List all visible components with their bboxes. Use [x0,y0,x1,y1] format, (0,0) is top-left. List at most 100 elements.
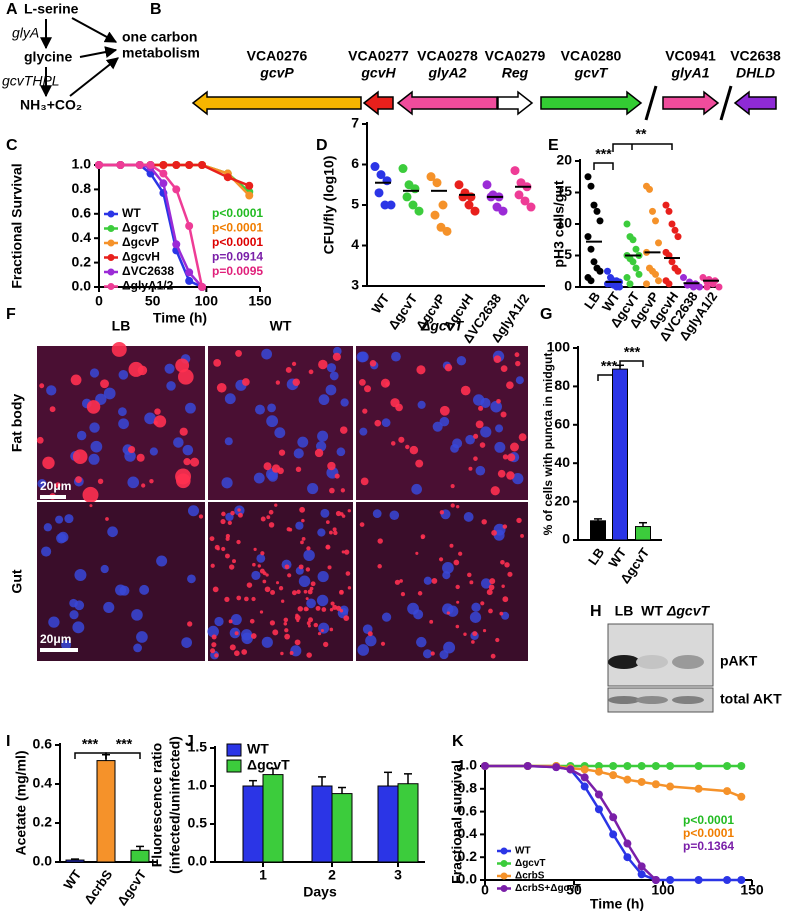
y-tick-label: 1.5 [188,739,208,755]
nucleus [317,430,329,442]
puncta [502,596,509,603]
puncta [473,433,479,439]
nucleus [336,447,346,457]
nucleus [298,575,311,588]
nucleus [494,441,506,453]
puncta [500,365,508,372]
y-tick-label: 0 [562,531,570,547]
puncta [430,651,435,656]
legend-marker [107,268,115,276]
puncta [36,436,44,444]
data-point [587,277,595,285]
data-point [185,161,194,169]
puncta [55,482,61,488]
nucleus [442,571,451,580]
puncta [305,567,311,572]
puncta [285,366,292,373]
break-mark [644,85,658,121]
nucleus [118,370,129,380]
puncta [298,564,304,570]
puncta [339,609,344,613]
bar [242,785,264,863]
y-tick-label: 0.6 [72,205,92,221]
data-point [185,268,194,277]
puncta [216,382,227,393]
puncta [246,582,253,588]
data-point [629,236,637,244]
puncta [242,378,250,386]
data-point [376,170,386,180]
bar [377,785,399,863]
nucleus [48,616,60,628]
nucleus [381,418,391,428]
gene-arrow [733,90,777,116]
nucleus [316,594,329,607]
puncta [515,360,521,367]
data-point [655,277,662,285]
data-point [652,270,659,278]
data-point [458,192,468,202]
puncta [398,436,405,443]
puncta [296,589,301,594]
x-tick-label: 0 [95,293,103,309]
puncta [377,564,382,569]
data-point [668,220,676,228]
data-point [651,780,660,789]
data-point [552,763,561,772]
data-point [95,161,103,169]
nucleus [357,351,369,363]
data-point [715,283,723,291]
data-point [632,264,640,272]
nucleus [124,450,136,462]
data-point [454,180,464,190]
puncta [338,589,344,595]
nucleus [307,482,319,495]
puncta [227,520,232,526]
annotation: p=0.0095 [212,264,263,278]
puncta [253,547,257,551]
data-point [245,191,254,200]
puncta [149,478,154,484]
puncta [367,631,373,637]
nucleus [472,394,485,406]
data-point [198,283,207,291]
data-point [655,239,662,247]
puncta [481,519,487,525]
bar [96,760,116,863]
puncta [507,571,513,577]
legend-label: ΔgcvT [515,858,546,869]
nucleus [320,508,330,518]
data-point [594,762,603,770]
y-tick-label: 20 [556,152,572,168]
row-label: Fat body [9,394,25,453]
data-point [616,283,623,291]
pathway-node: glycine [24,49,72,65]
puncta [220,518,226,525]
nucleus [46,385,57,396]
puncta [471,640,475,644]
puncta [213,358,222,367]
y-tick-label: 7 [351,115,359,131]
gene-name: glyA1 [670,65,709,81]
panel-letter: H [590,603,602,620]
gene-arrow [396,90,498,116]
puncta [111,341,127,357]
data-point [593,207,601,215]
nucleus [456,355,467,366]
data-point [566,765,575,774]
puncta [520,534,524,538]
data-point [665,280,673,288]
nucleus [372,509,382,519]
nucleus [439,416,450,427]
significance-bracket [105,752,141,759]
puncta [234,650,240,657]
puncta [506,381,514,389]
data-point [580,782,589,791]
nucleus [136,631,148,643]
puncta [450,484,455,489]
puncta [297,606,304,612]
blot-band [636,696,668,704]
puncta [141,483,146,488]
y-tick-label: 80 [554,377,570,393]
puncta [455,624,460,629]
